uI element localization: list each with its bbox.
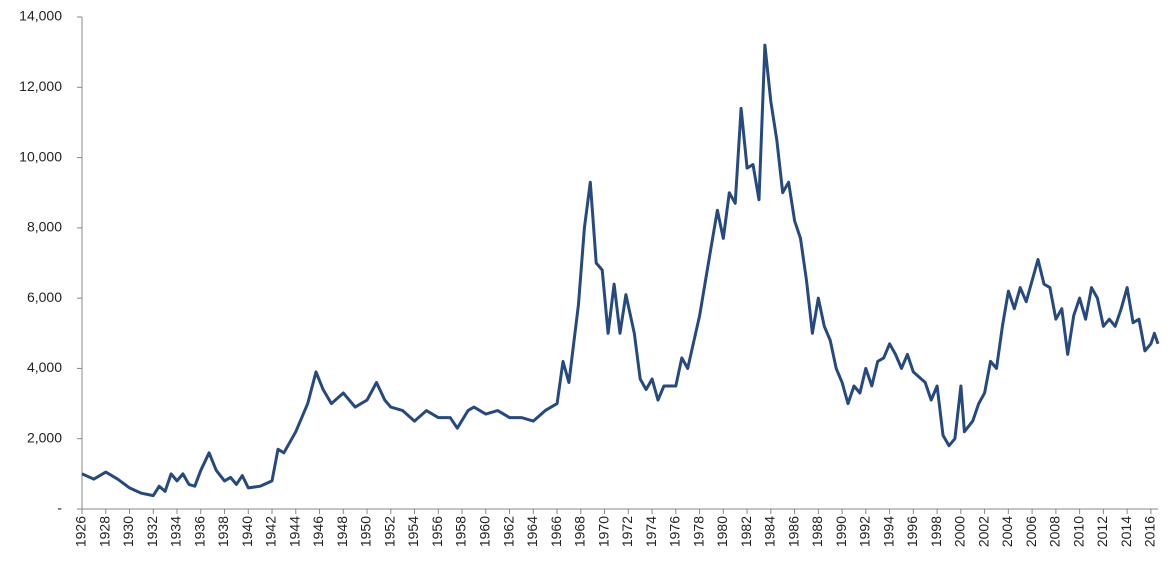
x-tick-label: 1990	[833, 516, 849, 547]
y-tick-label: 4,000	[27, 359, 62, 375]
x-tick-label: 1960	[477, 516, 493, 547]
x-tick-label: 1966	[548, 516, 564, 547]
x-tick-label: 2010	[1070, 516, 1086, 547]
x-tick-label: 1978	[690, 516, 706, 547]
x-tick-label: 1930	[120, 516, 136, 547]
y-tick-label: 8,000	[27, 219, 62, 235]
x-tick-label: 1954	[405, 516, 421, 547]
x-tick-label: 1952	[381, 516, 397, 547]
line	[81, 43, 1160, 498]
x-tick-label: 2000	[952, 516, 968, 547]
x-tick-label: 1928	[96, 516, 112, 547]
x-tick-label: 1934	[168, 516, 184, 547]
x-tick-label: 1962	[500, 516, 516, 547]
x-tick-label: 2004	[999, 516, 1015, 547]
x-tick-label: 1976	[667, 516, 683, 547]
x-tick-label: 1958	[453, 516, 469, 547]
x-tick-label: 1968	[572, 516, 588, 547]
x-tick-label: 1994	[880, 516, 896, 547]
x-tick-label: 1982	[738, 516, 754, 547]
y-tick-label: 10,000	[19, 148, 62, 164]
x-tick-label: 1992	[857, 516, 873, 547]
x-tick-label: 1988	[809, 516, 825, 547]
x-tick-label: 1996	[904, 516, 920, 547]
x-tick-label: 1936	[191, 516, 207, 547]
x-tick-label: 1932	[144, 516, 160, 547]
x-tick-label: 1938	[215, 516, 231, 547]
y-tick-label: -	[57, 500, 62, 516]
x-tick-label: 2014	[1118, 516, 1134, 547]
x-tick-label: 2008	[1047, 516, 1063, 547]
y-tick-label: 2,000	[27, 429, 62, 445]
x-tick-label: 1980	[714, 516, 730, 547]
x-tick-label: 1948	[334, 516, 350, 547]
x-tick-label: 1956	[429, 516, 445, 547]
x-tick-label: 1950	[358, 516, 374, 547]
x-tick-label: 1970	[595, 516, 611, 547]
x-tick-label: 1998	[928, 516, 944, 547]
x-tick-label: 2016	[1142, 516, 1158, 547]
x-tick-label: 1974	[643, 516, 659, 547]
x-tick-label: 1972	[619, 516, 635, 547]
y-tick-label: 6,000	[27, 289, 62, 305]
x-tick-label: 2012	[1094, 516, 1110, 547]
x-tick-label: 1946	[310, 516, 326, 547]
x-tick-label: 1926	[73, 516, 89, 547]
y-tick-label: 14,000	[19, 8, 62, 24]
x-tick-label: 1940	[239, 516, 255, 547]
x-tick-label: 1984	[762, 516, 778, 547]
x-tick-label: 2006	[1023, 516, 1039, 547]
x-tick-label: 1942	[263, 516, 279, 547]
x-tick-label: 1944	[286, 516, 302, 547]
x-tick-label: 2002	[975, 516, 991, 547]
y-tick-label: 12,000	[19, 78, 62, 94]
x-tick-label: 1964	[524, 516, 540, 547]
x-tick-label: 1986	[785, 516, 801, 547]
